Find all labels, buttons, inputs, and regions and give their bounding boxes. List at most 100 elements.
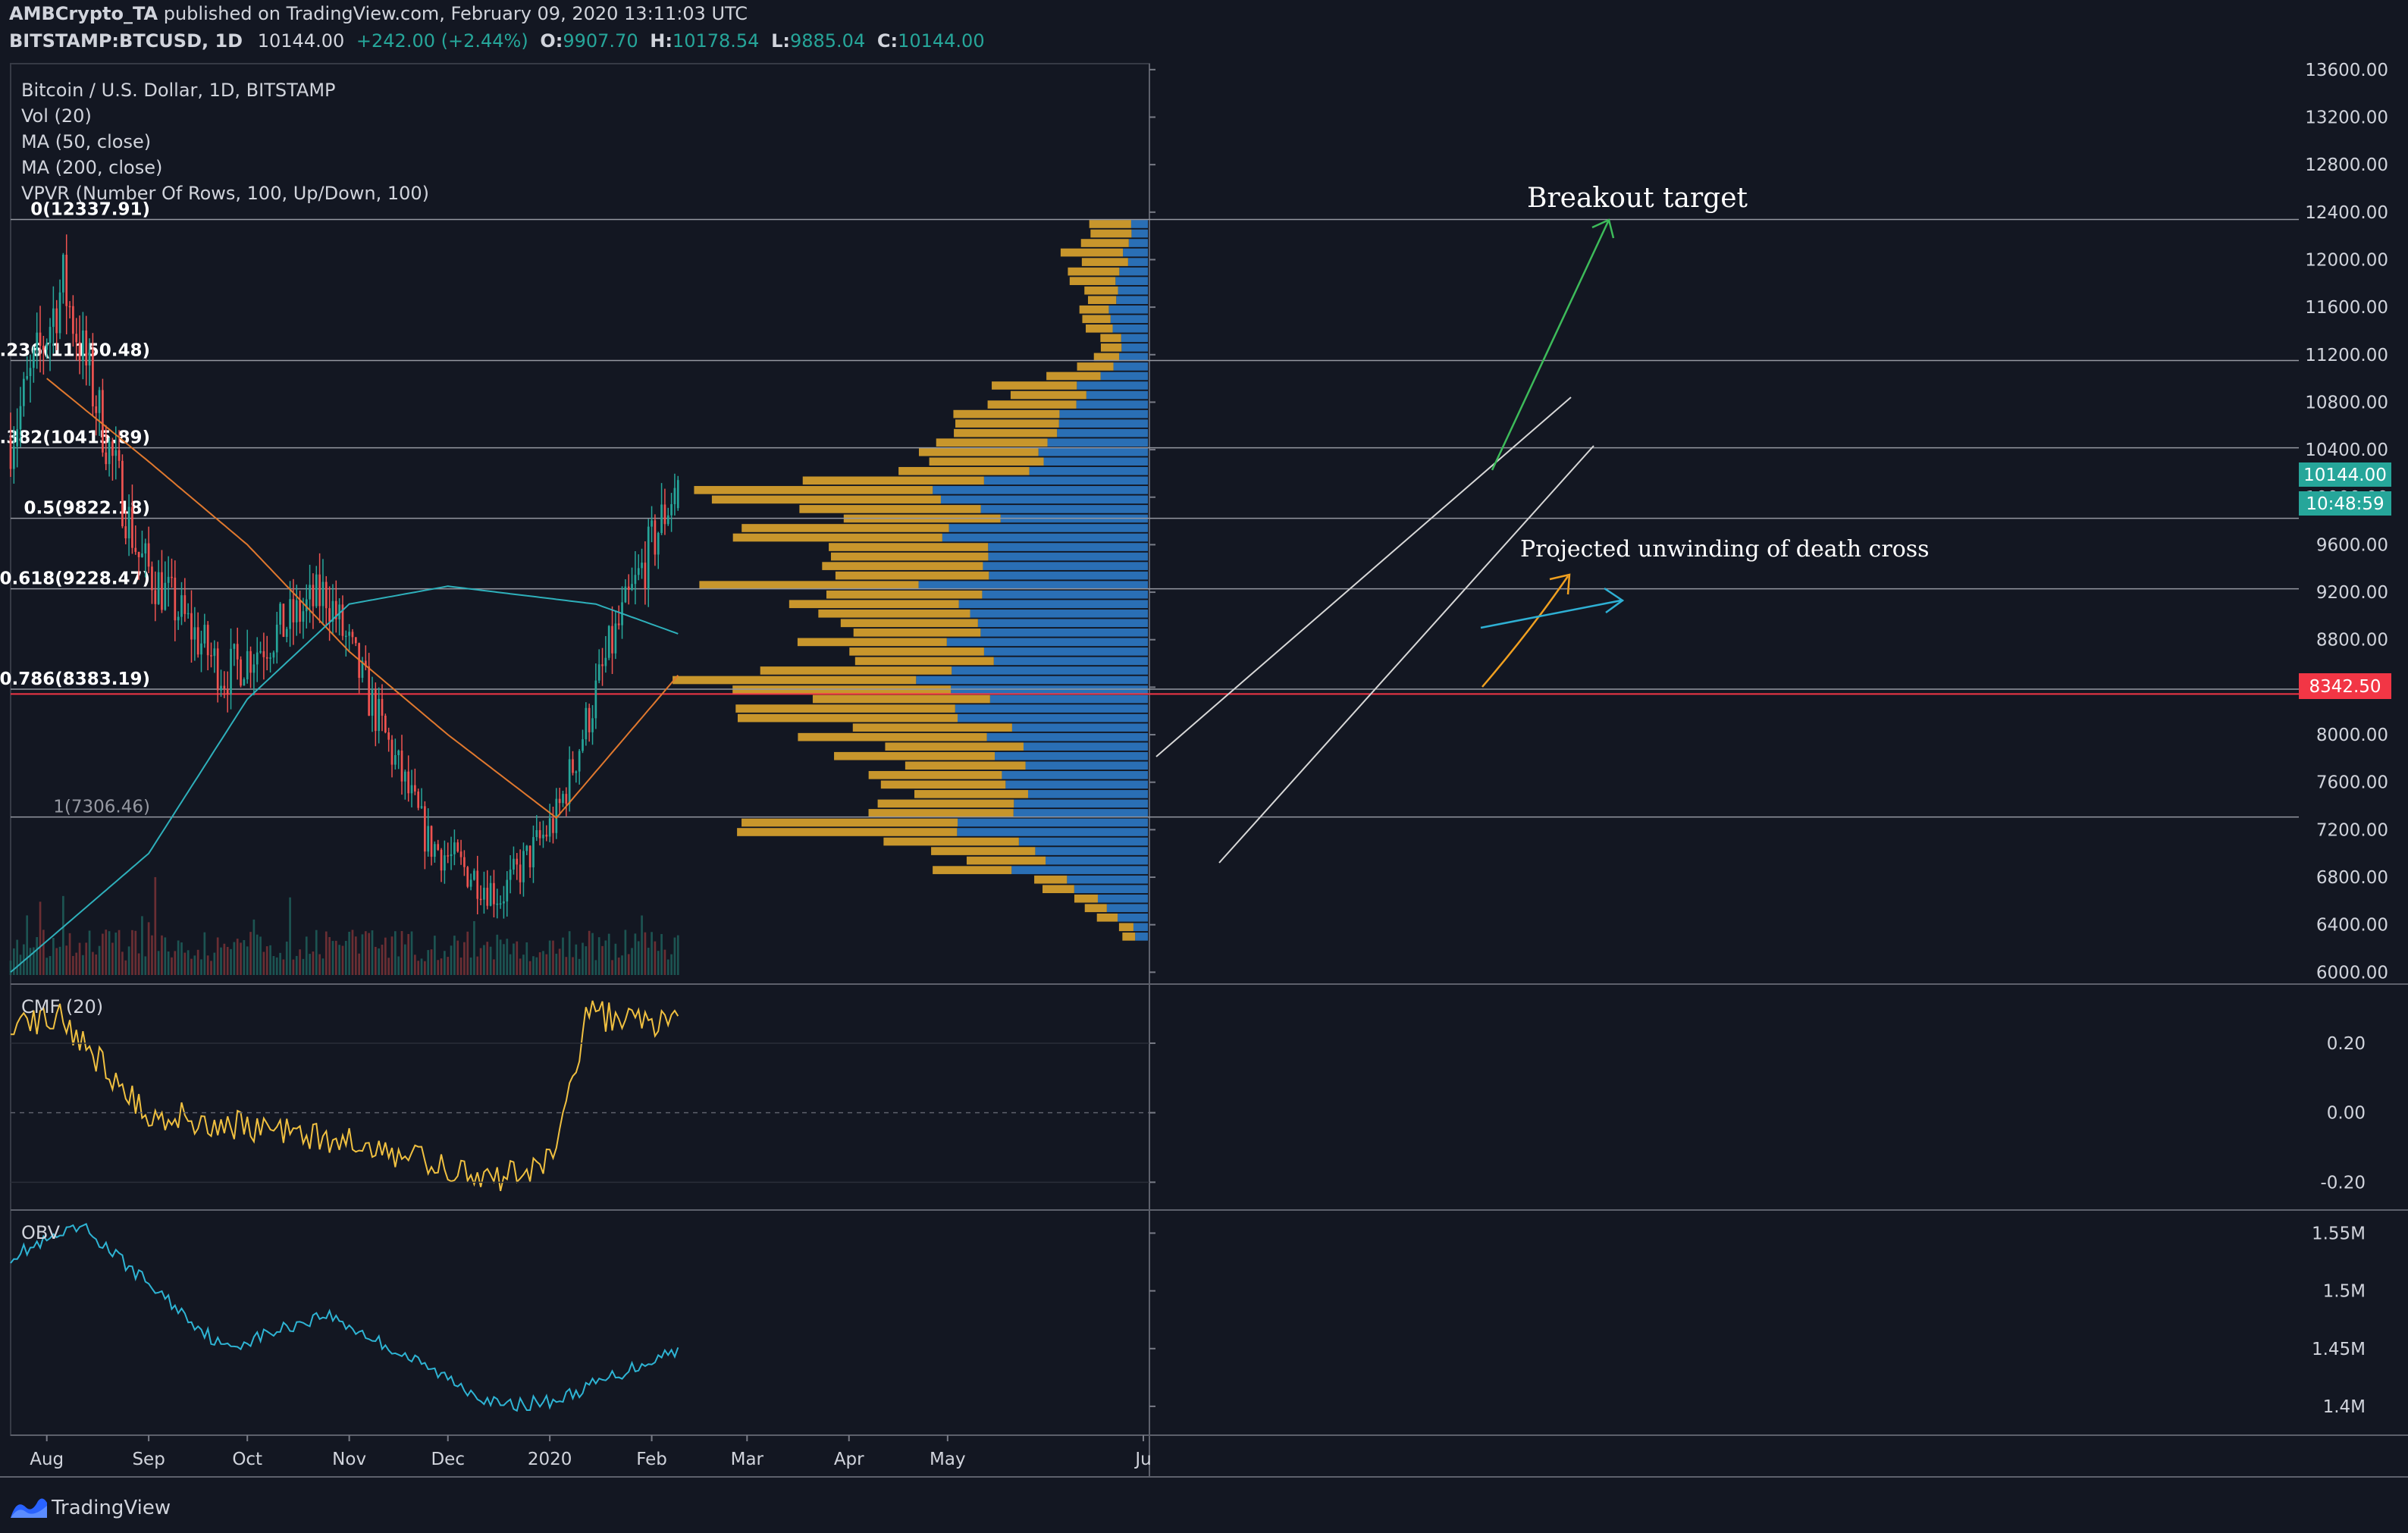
candle-body xyxy=(318,574,321,607)
vpvr-up-bar xyxy=(1014,799,1148,808)
volume-bar xyxy=(424,961,426,975)
candle-body xyxy=(676,480,679,509)
volume-bar xyxy=(98,945,101,975)
trend-drawings[interactable] xyxy=(1155,218,1625,864)
vpvr-up-bar xyxy=(980,629,1148,637)
vpvr-up-bar xyxy=(1046,856,1148,865)
volume-bar xyxy=(65,945,68,975)
candle-body xyxy=(223,685,226,689)
vpvr-down-bar xyxy=(966,856,1046,865)
vpvr-up-bar xyxy=(1086,390,1148,400)
candle-body xyxy=(371,689,374,716)
volume-bar xyxy=(144,956,147,975)
volume-bar xyxy=(496,934,499,975)
tradingview-logo-icon[interactable] xyxy=(9,1495,49,1522)
candle-body xyxy=(483,887,485,900)
candle-body xyxy=(384,715,387,732)
candle-body xyxy=(312,585,315,607)
vpvr-down-bar xyxy=(1010,390,1086,400)
candle-body xyxy=(98,390,101,413)
symbol-name[interactable]: BITSTAMP:BTCUSD, 1D xyxy=(9,30,243,52)
candle-body xyxy=(657,532,660,555)
vpvr-up-bar xyxy=(1011,866,1148,874)
volume-bar xyxy=(240,942,242,975)
ma200-projection-arrow[interactable] xyxy=(1480,599,1622,629)
candle-body xyxy=(200,643,202,655)
vpvr-up-bar xyxy=(957,713,1148,723)
candle-body xyxy=(516,858,519,865)
volume-bar xyxy=(528,961,531,975)
fib-level-label: 0.5(9822.18) xyxy=(24,499,150,519)
time-tick-label: 2020 xyxy=(528,1450,572,1469)
candle-body xyxy=(105,452,108,465)
candle-body xyxy=(607,625,610,658)
price-tick-label: 6400.00 xyxy=(2316,916,2388,936)
candle-body xyxy=(331,600,334,622)
obv-tick-label: 1.5M xyxy=(2323,1282,2366,1302)
candle-body xyxy=(141,553,143,557)
legend-vpvr: VPVR (Number Of Rows, 100, Up/Down, 100) xyxy=(21,183,429,204)
volume-bar xyxy=(52,938,55,975)
volume-bar xyxy=(223,943,226,975)
vpvr-down-bar xyxy=(829,543,989,551)
volume-bar xyxy=(519,958,522,975)
volume-bar xyxy=(381,945,384,975)
candle-body xyxy=(196,627,199,655)
legend-ma200: MA (200, close) xyxy=(21,157,162,178)
candle-body xyxy=(19,406,22,430)
candle-body xyxy=(171,576,173,578)
vpvr-up-bar xyxy=(980,505,1148,513)
volume-bar xyxy=(299,949,301,975)
candle-body xyxy=(444,855,446,871)
volume-bar xyxy=(183,952,187,975)
volume-bar xyxy=(282,959,285,975)
candle-body xyxy=(154,590,157,604)
ma50-projection-arrow[interactable] xyxy=(1481,575,1569,688)
candle-body xyxy=(193,627,196,640)
volume-bar xyxy=(127,946,130,975)
vpvr-down-bar xyxy=(883,837,1019,846)
vpvr-down-bar xyxy=(1077,362,1114,371)
publisher-name[interactable]: AMBCrypto_TA xyxy=(9,3,158,24)
volume-bar xyxy=(275,957,278,975)
vpvr-up-bar xyxy=(1023,742,1148,751)
candle-body xyxy=(108,441,111,465)
volume-bar xyxy=(309,954,311,975)
vpvr-up-bar xyxy=(1011,723,1148,732)
candle-body xyxy=(262,651,265,657)
vpvr-down-bar xyxy=(1060,248,1124,257)
volume-bar xyxy=(651,932,653,975)
breakout-arrow[interactable] xyxy=(1491,219,1610,471)
fib-level-label: 0.236(11150.48) xyxy=(0,341,150,361)
candle-body xyxy=(164,582,167,610)
red-line-badge-bg xyxy=(2299,673,2391,699)
vpvr-up-bar xyxy=(1110,315,1148,324)
volume-bar xyxy=(434,936,436,975)
vpvr-down-bar xyxy=(931,847,1036,855)
fibonacci-levels: 0(12337.91) 0.236(11150.48) 0.382(10415.89… xyxy=(0,200,2299,818)
volume-bar xyxy=(641,915,643,975)
brand-name[interactable]: TradingView xyxy=(52,1497,171,1519)
ma50-projection-head xyxy=(1549,573,1571,595)
volume-bar xyxy=(384,937,387,975)
volume-bar xyxy=(387,958,390,975)
vpvr-down-bar xyxy=(1084,904,1107,913)
channel-lower-line[interactable] xyxy=(1218,445,1594,864)
volume-bar xyxy=(378,948,381,975)
open-label: O: xyxy=(540,30,563,52)
ma200-projection-head xyxy=(1604,587,1625,614)
vpvr-up-bar xyxy=(1097,894,1148,903)
candle-body xyxy=(220,685,222,691)
price-tick-label: 7600.00 xyxy=(2316,773,2388,793)
candle-body xyxy=(582,739,584,751)
candle-body xyxy=(252,664,256,673)
volume-bar xyxy=(486,942,489,975)
volume-bar xyxy=(565,957,568,975)
candle-body xyxy=(121,460,124,527)
legend-title: Bitcoin / U.S. Dollar, 1D, BITSTAMP xyxy=(21,80,336,101)
channel-upper-line[interactable] xyxy=(1155,397,1572,757)
candle-body xyxy=(282,603,285,637)
vpvr-down-bar xyxy=(822,562,983,570)
volume-bar xyxy=(558,948,561,975)
